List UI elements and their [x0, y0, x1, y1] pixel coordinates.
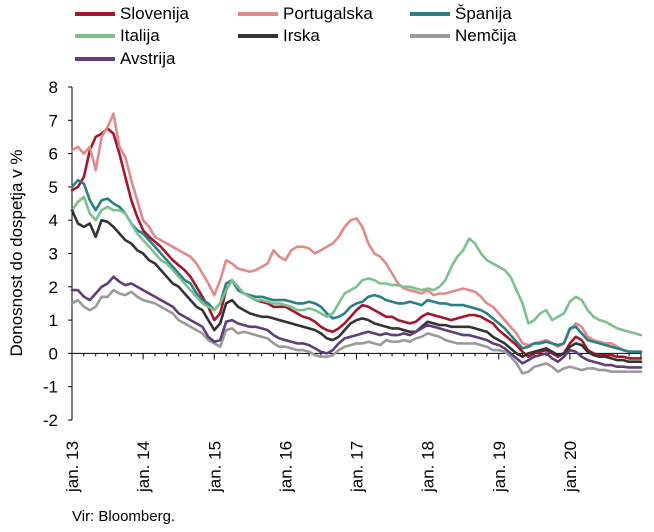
legend-swatch	[75, 57, 115, 61]
y-tick-label: 4	[49, 211, 58, 230]
legend-label: Slovenija	[120, 4, 189, 23]
series-line-španija	[70, 178, 643, 353]
series-line-nemčija	[70, 288, 643, 375]
series-line-avstrija	[70, 275, 643, 369]
legend-label: Italija	[120, 26, 160, 45]
legend-item: Španija	[410, 3, 512, 25]
legend-swatch	[75, 34, 115, 38]
legend: Slovenija Portugalska Španija Italija Irska N…	[0, 0, 654, 80]
series-line-italija	[70, 195, 643, 337]
y-axis: -2 -1 0 1 2 3 4 5 6 7 8	[43, 78, 73, 430]
legend-swatch	[410, 34, 450, 38]
source-note: Vir: Bloomberg.	[72, 508, 176, 525]
series-line-irska	[70, 208, 643, 363]
x-tick-label: jan. 15	[205, 441, 224, 493]
x-tick-label: jan. 14	[134, 441, 153, 493]
y-tick-label: -2	[43, 411, 58, 430]
legend-label: Avstrija	[120, 49, 176, 68]
legend-swatch	[238, 12, 278, 16]
legend-label: Irska	[283, 26, 320, 45]
legend-swatch	[238, 34, 278, 38]
y-tick-label: 2	[49, 278, 58, 297]
legend-item: Nemčija	[410, 25, 516, 47]
series-line-portugalska	[70, 112, 643, 353]
legend-label: Španija	[455, 4, 512, 23]
y-tick-label: 5	[49, 178, 58, 197]
y-tick-label: 3	[49, 245, 58, 264]
y-axis-label: Donosnost do dospetja v %	[7, 150, 26, 357]
legend-item: Avstrija	[75, 48, 175, 70]
y-tick-label: 7	[49, 111, 58, 130]
plot-lines	[70, 112, 643, 375]
legend-swatch	[75, 12, 115, 16]
legend-item: Irska	[238, 25, 320, 47]
x-tick-label: jan. 17	[348, 441, 367, 493]
legend-item: Portugalska	[238, 3, 373, 25]
legend-swatch	[410, 12, 450, 16]
legend-item: Slovenija	[75, 3, 189, 25]
x-tick-label: jan. 20	[561, 441, 580, 493]
x-tick-label: jan. 13	[63, 441, 82, 493]
x-tick-label: jan. 16	[276, 441, 295, 493]
x-axis: jan. 13 jan. 14 jan. 15 jan. 16 jan. 17 jan. …	[63, 352, 642, 493]
x-tick-label: jan. 18	[419, 441, 438, 493]
y-tick-label: 1	[49, 311, 58, 330]
series-line-slovenija	[70, 127, 643, 360]
y-tick-label: 0	[49, 344, 58, 363]
y-tick-label: 8	[49, 78, 58, 97]
legend-label: Portugalska	[283, 4, 373, 23]
legend-label: Nemčija	[455, 26, 517, 45]
y-tick-label: 6	[49, 145, 58, 164]
x-tick-label: jan. 19	[490, 441, 509, 493]
y-tick-label: -1	[43, 378, 58, 397]
legend-item: Italija	[75, 25, 160, 47]
